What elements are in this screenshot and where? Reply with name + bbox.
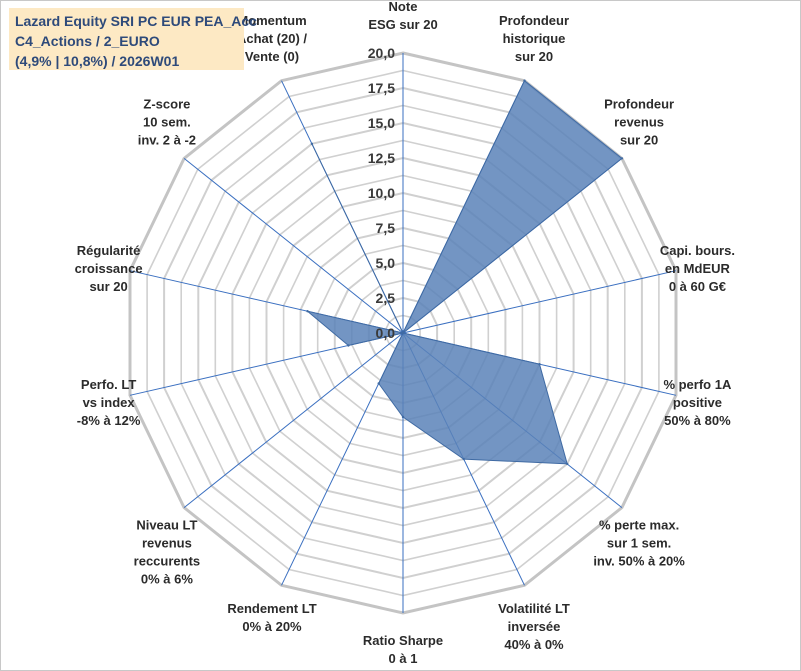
category-label-line: Achat (20) / [237,31,307,46]
category-label-line: sur 20 [620,133,658,148]
category-label: Rendement LT 0% à 20% [227,601,316,634]
category-label-line: 0% à 20% [242,619,302,634]
data-point [462,457,465,461]
title-line-1: Lazard Equity SRI PC EUR PEA_Acc [15,13,257,29]
data-point [377,382,380,385]
category-label-line: % perte max. [599,517,679,532]
category-label-line: inv. 50% à 20% [593,553,685,568]
category-label-line: Capi. bours. [660,243,735,258]
data-point [538,363,541,366]
category-label-line: 0% à 6% [141,571,193,586]
tick-label: 10,0 [368,185,395,201]
category-label-line: 50% à 80% [664,413,731,428]
category-label-line: Vente (0) [245,49,299,64]
category-label-line: Niveau LT [136,517,197,532]
category-label: Profondeur revenus sur 20 [604,97,674,148]
category-label-line: % perfo 1A [663,377,732,392]
category-label-line: Ratio Sharpe [363,633,443,648]
category-label-line: -8% à 12% [77,413,141,428]
data-point [523,79,526,82]
category-label-line: sur 20 [515,49,553,64]
data-point [401,331,405,335]
category-label-line: inversée [508,619,561,634]
category-label-line: vs index [83,395,136,410]
tick-label: 12,5 [368,150,395,166]
category-label-line: sur 1 sem. [607,535,671,550]
category-label-line: Momentum [237,13,306,28]
category-label-line: historique [503,31,566,46]
data-point [620,157,624,160]
category-label-line: Note [389,0,418,14]
title-line-3: (4,9% | 10,8%) / 2026W01 [15,53,180,69]
category-label-line: Volatilité LT [498,601,570,616]
category-label: Note ESG sur 20 [368,0,437,32]
category-label-line: 0 à 1 [389,651,418,666]
chart-title: Lazard Equity SRI PC EUR PEA_Acc C4_Acti… [9,8,257,70]
category-label: Capi. bours. en MdEUR 0 à 60 G€ [660,243,735,294]
category-label-line: reccurents [134,553,200,568]
category-label-line: inv. 2 à -2 [138,133,196,148]
category-label: Ratio Sharpe 0 à 1 [363,633,443,666]
category-label-line: 10 sem. [143,115,191,130]
tick-label: 20,0 [368,45,395,61]
tick-labels: 0,0 2,5 5,0 7,5 10,0 12,5 15,0 17,5 20,0 [368,45,395,341]
data-point [310,142,314,145]
spoke-line [183,158,404,334]
category-label: % perte max. sur 1 sem. inv. 50% à 20% [593,517,685,568]
data-point [306,310,309,313]
category-label: Z-score 10 sem. inv. 2 à -2 [138,97,196,148]
category-label: % perfo 1A positive 50% à 80% [663,377,732,428]
tick-label: 15,0 [368,115,395,131]
category-label-line: croissance [75,261,143,276]
category-label-line: Rendement LT [227,601,316,616]
data-point [347,344,350,347]
category-label-line: Profondeur [499,13,569,28]
category-label: Régularité croissance sur 20 [75,243,143,294]
tick-label: 5,0 [376,255,396,271]
category-label-line: sur 20 [89,279,127,294]
tick-label: 17,5 [368,80,395,96]
category-label-line: Régularité [77,243,141,258]
category-label-line: revenus [614,115,664,130]
category-label: Niveau LT revenus reccurents 0% à 6% [134,517,200,586]
category-label-line: positive [673,395,722,410]
category-label-line: Z-score [143,97,190,112]
spoke-line [402,270,677,334]
category-label: Momentum Achat (20) / Vente (0) [237,13,307,64]
category-label: Profondeur historique sur 20 [499,13,569,64]
category-label: Volatilité LT inversée 40% à 0% [498,601,570,652]
category-label: Perfo. LT vs index -8% à 12% [77,377,141,428]
data-point [401,415,405,419]
category-label-line: ESG sur 20 [368,17,437,32]
category-label-line: 0 à 60 G€ [669,279,726,294]
title-line-2: C4_Actions / 2_EURO [15,33,160,49]
tick-label: 2,5 [376,290,396,306]
category-label-line: Perfo. LT [81,377,136,392]
data-point [566,462,569,466]
spoke-line [183,332,404,508]
series-area [307,79,623,465]
category-label-line: Profondeur [604,97,674,112]
tick-label: 0,0 [376,325,396,341]
tick-label: 7,5 [376,220,396,236]
category-label-line: en MdEUR [665,261,731,276]
category-labels: Note ESG sur 20 Profondeur historique sur 20… [75,0,735,666]
category-label-line: 40% à 0% [504,637,564,652]
category-label-line: revenus [142,535,192,550]
